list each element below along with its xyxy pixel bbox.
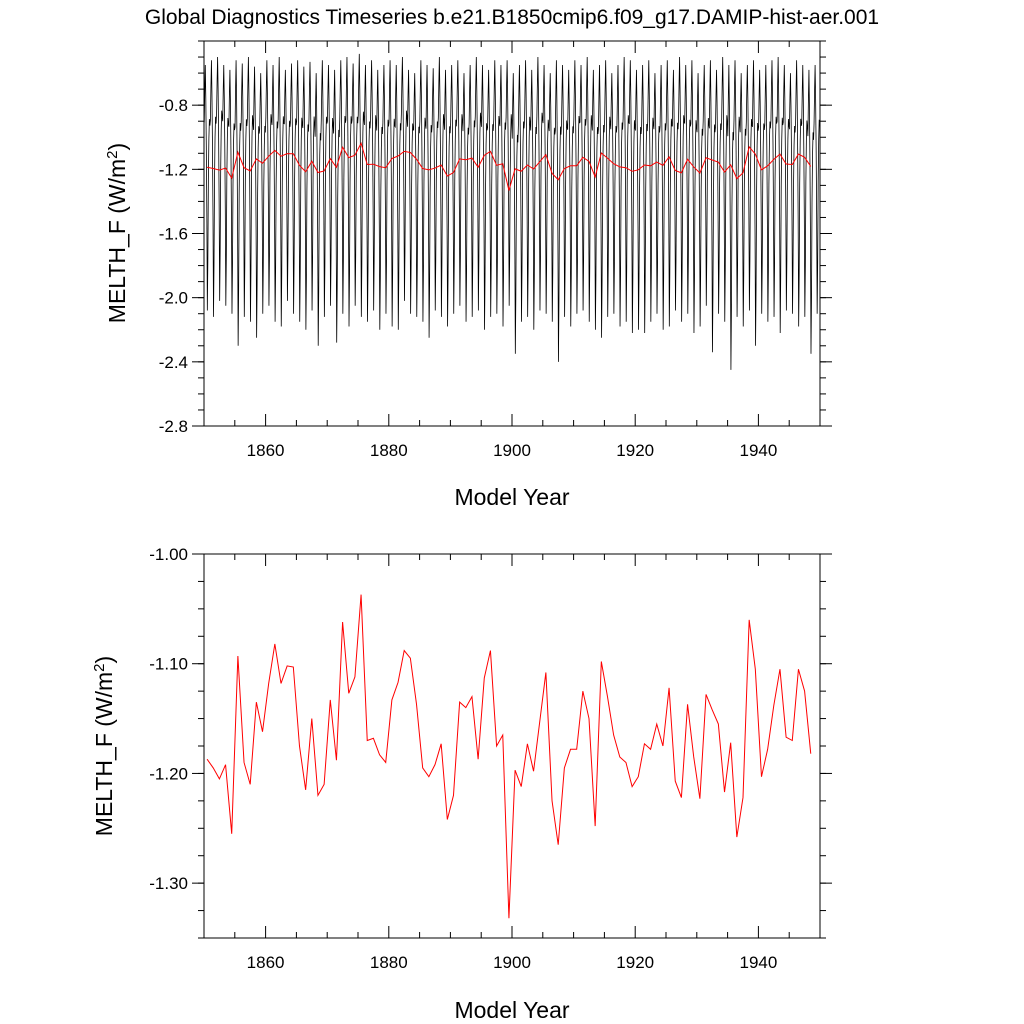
x-tick-label: 1900 xyxy=(493,953,531,972)
x-tick-label: 1860 xyxy=(247,953,285,972)
bottom-panel: 1860 1880 1900 1920 1940 -1.30 -1.20 -1.10 -1.00… xyxy=(91,545,832,1023)
y-tick-label: -1.20 xyxy=(149,764,188,783)
x-tick-label: 1920 xyxy=(616,441,654,460)
y-tick-label: -1.00 xyxy=(149,545,188,564)
top-monthly-series xyxy=(203,53,821,370)
y-tick-label: -2.0 xyxy=(159,289,188,308)
x-tick-label: 1940 xyxy=(739,953,777,972)
x-tick-label: 1940 xyxy=(739,441,777,460)
top-y-axis-title: MELTH_F (W/m2) xyxy=(104,143,130,323)
top-panel: 1860 1880 1900 1920 1940 -2.8 -2.4 -2.0 -1.6 -1.2… xyxy=(104,40,832,510)
top-plot-frame xyxy=(203,40,821,427)
monthly-series-line xyxy=(203,53,821,370)
top-x-axis-title: Model Year xyxy=(454,484,569,510)
bottom-ticks: 1860 1880 1900 1920 1940 -1.30 -1.20 -1.10 -1.00 xyxy=(149,545,832,972)
y-tick-label: -1.2 xyxy=(159,160,188,179)
top-ticks: 1860 1880 1900 1920 1940 -2.8 -2.4 -2.0 -1.6 -1.2… xyxy=(159,40,832,460)
x-tick-label: 1880 xyxy=(370,953,408,972)
annual-series-line-bottom xyxy=(206,594,812,919)
x-tick-label: 1900 xyxy=(493,441,531,460)
x-tick-label: 1920 xyxy=(616,953,654,972)
x-tick-label: 1880 xyxy=(370,441,408,460)
y-tick-label: -2.4 xyxy=(159,353,188,372)
y-tick-label: -1.10 xyxy=(149,655,188,674)
y-tick-label: -2.8 xyxy=(159,417,188,436)
top-annual-series xyxy=(206,141,812,191)
y-tick-label: -1.6 xyxy=(159,225,188,244)
y-tick-label: -1.30 xyxy=(149,874,188,893)
y-tick-label: -0.8 xyxy=(159,96,188,115)
x-tick-label: 1860 xyxy=(247,441,285,460)
chart-title: Global Diagnostics Timeseries b.e21.B185… xyxy=(145,6,879,29)
annual-series-line-top xyxy=(206,141,812,191)
bottom-plot-frame xyxy=(203,553,821,939)
bottom-annual-series xyxy=(206,594,812,919)
bottom-x-axis-title: Model Year xyxy=(454,997,569,1023)
bottom-y-axis-title: MELTH_F (W/m2) xyxy=(91,656,117,836)
